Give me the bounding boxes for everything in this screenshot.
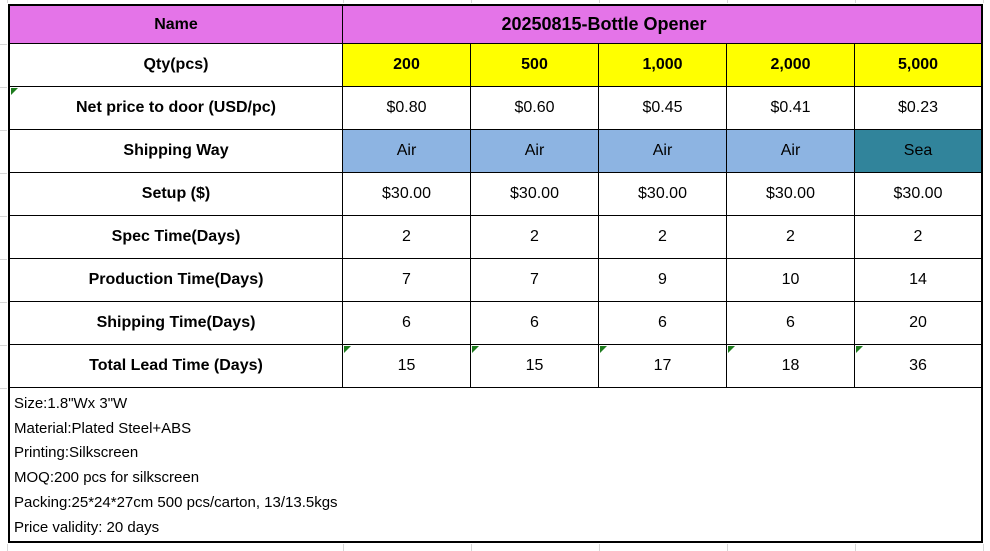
row-label-qty[interactable]: Qty(pcs) xyxy=(10,44,343,87)
row-label-shipping-time[interactable]: Shipping Time(Days) xyxy=(10,302,343,345)
setup-value-cell[interactable]: $30.00 xyxy=(599,173,727,216)
gridline-tick xyxy=(727,0,728,3)
total-lead-time-cell[interactable]: 18 xyxy=(727,345,855,388)
qty-value-cell[interactable]: 2,000 xyxy=(727,44,855,87)
error-indicator-icon xyxy=(728,346,735,353)
price-value-cell[interactable]: $0.45 xyxy=(599,87,727,130)
production-time-cell[interactable]: 10 xyxy=(727,259,855,302)
gridline-tick xyxy=(471,544,472,551)
qty-value-cell[interactable]: 5,000 xyxy=(855,44,981,87)
gridline-tick xyxy=(7,0,8,3)
name-header-cell[interactable]: Name xyxy=(10,6,343,44)
shipping-time-cell[interactable]: 6 xyxy=(343,302,471,345)
gridline-tick xyxy=(599,0,600,3)
price-value-cell[interactable]: $0.60 xyxy=(471,87,599,130)
error-indicator-icon xyxy=(856,346,863,353)
row-label-production-time[interactable]: Production Time(Days) xyxy=(10,259,343,302)
gridline-tick xyxy=(599,544,600,551)
shipping-way-cell[interactable]: Air xyxy=(343,130,471,173)
gridline-tick xyxy=(471,0,472,3)
gridline-tick xyxy=(855,544,856,551)
cell-text: 18 xyxy=(781,357,800,374)
production-time-cell[interactable]: 7 xyxy=(471,259,599,302)
gridline-tick xyxy=(0,87,7,88)
note-price-validity: Price validity: 20 days xyxy=(14,518,160,536)
row-label-setup[interactable]: Setup ($) xyxy=(10,173,343,216)
row-label-shipping-way[interactable]: Shipping Way xyxy=(10,130,343,173)
shipping-time-cell[interactable]: 6 xyxy=(471,302,599,345)
shipping-way-cell[interactable]: Sea xyxy=(855,130,981,173)
setup-value-cell[interactable]: $30.00 xyxy=(727,173,855,216)
error-indicator-icon xyxy=(11,88,18,95)
setup-value-cell[interactable]: $30.00 xyxy=(343,173,471,216)
price-value-cell[interactable]: $0.80 xyxy=(343,87,471,130)
price-value-cell[interactable]: $0.41 xyxy=(727,87,855,130)
gridline-tick xyxy=(727,544,728,551)
shipping-way-cell[interactable]: Air xyxy=(599,130,727,173)
cell-text: 36 xyxy=(909,357,927,374)
shipping-time-cell[interactable]: 6 xyxy=(599,302,727,345)
note-printing: Printing:Silkscreen xyxy=(14,444,139,462)
cell-text: 17 xyxy=(653,357,672,374)
gridline-tick xyxy=(983,544,984,551)
cell-text: 15 xyxy=(525,357,544,374)
qty-value-cell[interactable]: 500 xyxy=(471,44,599,87)
gridline-tick xyxy=(0,216,7,217)
error-indicator-icon xyxy=(472,346,479,353)
note-material: Material:Plated Steel+ABS xyxy=(14,419,192,437)
shipping-time-cell[interactable]: 20 xyxy=(855,302,981,345)
total-lead-time-cell[interactable]: 36 xyxy=(855,345,981,388)
row-label-text: Net price to door (USD/pc) xyxy=(75,99,276,116)
gridline-tick xyxy=(0,302,7,303)
error-indicator-icon xyxy=(600,346,607,353)
production-time-cell[interactable]: 14 xyxy=(855,259,981,302)
note-moq: MOQ:200 pcs for silkscreen xyxy=(14,469,200,487)
spec-time-cell[interactable]: 2 xyxy=(855,216,981,259)
gridline-tick xyxy=(0,259,7,260)
gridline-tick xyxy=(983,0,984,3)
note-packing: Packing:25*24*27cm 500 pcs/carton, 13/13… xyxy=(14,493,338,511)
gridline-tick xyxy=(343,544,344,551)
product-notes-cell[interactable]: Size:1.8"Wx 3"W Material:Plated Steel+AB… xyxy=(10,388,981,541)
gridline-tick xyxy=(0,44,7,45)
qty-value-cell[interactable]: 200 xyxy=(343,44,471,87)
spec-time-cell[interactable]: 2 xyxy=(727,216,855,259)
gridline-tick xyxy=(0,130,7,131)
production-time-cell[interactable]: 9 xyxy=(599,259,727,302)
shipping-way-cell[interactable]: Air xyxy=(471,130,599,173)
total-lead-time-cell[interactable]: 15 xyxy=(343,345,471,388)
note-size: Size:1.8"Wx 3"W xyxy=(14,395,128,412)
gridline-tick xyxy=(0,345,7,346)
qty-value-cell[interactable]: 1,000 xyxy=(599,44,727,87)
total-lead-time-cell[interactable]: 17 xyxy=(599,345,727,388)
quote-table: Name 20250815-Bottle Opener Qty(pcs) 200… xyxy=(8,4,983,543)
production-time-cell[interactable]: 7 xyxy=(343,259,471,302)
gridline-tick xyxy=(855,0,856,3)
total-lead-time-cell[interactable]: 15 xyxy=(471,345,599,388)
spec-time-cell[interactable]: 2 xyxy=(343,216,471,259)
spec-time-cell[interactable]: 2 xyxy=(471,216,599,259)
gridline-tick xyxy=(343,0,344,3)
row-label-spec-time[interactable]: Spec Time(Days) xyxy=(10,216,343,259)
setup-value-cell[interactable]: $30.00 xyxy=(855,173,981,216)
row-label-net-price[interactable]: Net price to door (USD/pc) xyxy=(10,87,343,130)
spec-time-cell[interactable]: 2 xyxy=(599,216,727,259)
shipping-way-cell[interactable]: Air xyxy=(727,130,855,173)
gridline-tick xyxy=(0,173,7,174)
price-value-cell[interactable]: $0.23 xyxy=(855,87,981,130)
error-indicator-icon xyxy=(344,346,351,353)
shipping-time-cell[interactable]: 6 xyxy=(727,302,855,345)
cell-text: 15 xyxy=(397,357,416,374)
setup-value-cell[interactable]: $30.00 xyxy=(471,173,599,216)
gridline-tick xyxy=(0,388,7,389)
gridline-tick xyxy=(7,544,8,551)
product-title-cell[interactable]: 20250815-Bottle Opener xyxy=(343,6,981,44)
row-label-total-lead-time[interactable]: Total Lead Time (Days) xyxy=(10,345,343,388)
